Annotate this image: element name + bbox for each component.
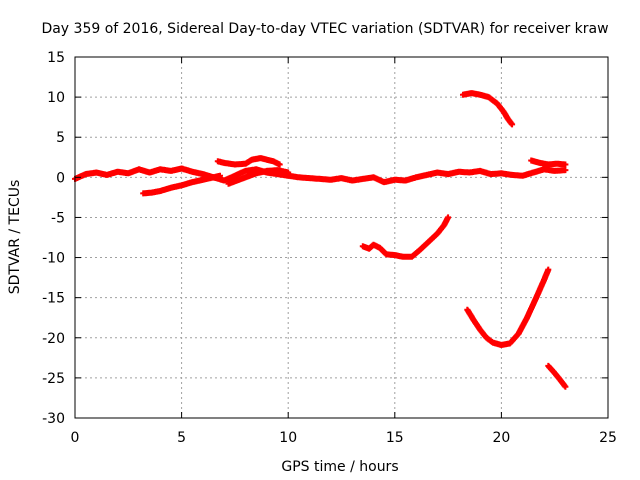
x-axis-label: GPS time / hours (281, 459, 398, 475)
data-series-7 (359, 214, 452, 260)
y-tick-label: -20 (42, 331, 65, 347)
y-tick-label: -15 (42, 291, 65, 307)
x-tick-label: 5 (177, 430, 186, 446)
x-tick-label: 10 (279, 430, 297, 446)
data-series-8 (464, 266, 552, 348)
data-markers (545, 362, 569, 390)
data-series-2 (140, 172, 223, 197)
y-tick-label: -25 (42, 371, 65, 387)
data-markers (460, 90, 516, 128)
data-series-1 (72, 165, 569, 186)
data-series-5 (460, 90, 516, 128)
data-markers (225, 167, 292, 187)
data-series-4 (225, 167, 292, 187)
chart-title: Day 359 of 2016, Sidereal Day-to-day VTE… (41, 21, 608, 37)
data-series-6 (528, 157, 569, 168)
x-tick-label: 20 (492, 430, 510, 446)
y-tick-label: -30 (42, 411, 65, 427)
y-tick-label: 0 (56, 170, 65, 186)
y-tick-label: 5 (56, 130, 65, 146)
x-tick-label: 15 (386, 430, 404, 446)
x-tick-label: 0 (71, 430, 80, 446)
data-markers (214, 155, 283, 168)
data-markers (359, 214, 452, 260)
x-tick-label: 25 (599, 430, 617, 446)
y-tick-label: -10 (42, 251, 65, 267)
data-markers (140, 172, 223, 197)
data-markers (528, 157, 569, 168)
data-series-9 (545, 362, 569, 390)
data-series-3 (214, 155, 283, 168)
y-tick-label: -5 (51, 210, 65, 226)
y-tick-label: 15 (47, 50, 65, 66)
y-tick-label: 10 (47, 90, 65, 106)
axis-ticks: 0 5 10 15 20 25 15 10 5 0 -5 -10 -15 -20 -25 -30 (42, 50, 617, 446)
data-markers (464, 266, 552, 348)
plot-area-frame (74, 56, 609, 419)
data-series (72, 90, 569, 390)
y-axis-label: SDTVAR / TECUs (7, 180, 23, 295)
